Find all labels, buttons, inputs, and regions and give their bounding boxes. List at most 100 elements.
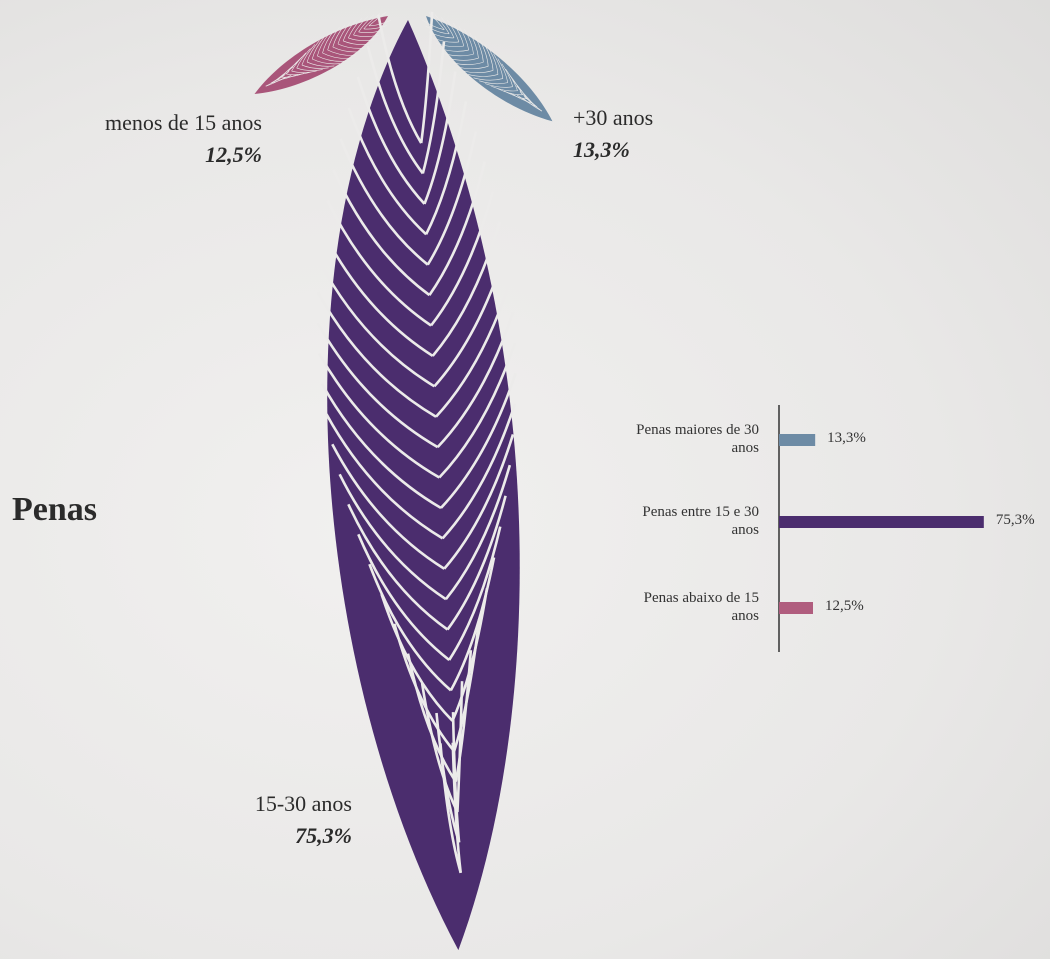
leaf-vein bbox=[380, 593, 454, 722]
leaf-value-label: 75,3% bbox=[295, 823, 352, 848]
leaf-vein bbox=[316, 322, 439, 449]
leaf-vein bbox=[317, 55, 346, 62]
leaf-vein bbox=[430, 191, 495, 327]
leaf-value-label: 13,3% bbox=[573, 137, 630, 162]
leaf-vein bbox=[363, 25, 387, 30]
leaf-vein bbox=[356, 76, 426, 205]
leaf-vein bbox=[441, 403, 517, 540]
leaf-vein bbox=[479, 80, 508, 85]
leaf-vein bbox=[316, 291, 437, 418]
leaf-vein bbox=[348, 17, 363, 39]
leaf-vein bbox=[454, 650, 473, 782]
leaf-vein bbox=[435, 281, 512, 418]
leaf-vein bbox=[431, 221, 501, 357]
leaf-shape bbox=[254, 16, 388, 95]
leaf-vein bbox=[276, 73, 298, 81]
leaf-vein bbox=[467, 74, 499, 77]
leaf-vein bbox=[420, 683, 459, 813]
bar-category: Penas entre 15 e 30 anos bbox=[642, 504, 759, 538]
leaf-vein bbox=[473, 77, 503, 81]
bar-value-label: 12,5% bbox=[825, 598, 864, 614]
leaf-vein bbox=[469, 32, 479, 59]
leaf-vein bbox=[348, 37, 375, 41]
leaf-vein bbox=[421, 41, 446, 174]
leaf-vein bbox=[353, 34, 379, 37]
leaf-vein bbox=[347, 503, 449, 631]
leaf-vein bbox=[484, 44, 494, 71]
leaf-vein bbox=[444, 464, 512, 600]
leaf-vein bbox=[488, 48, 499, 75]
leaf-vein bbox=[464, 29, 474, 55]
leaf-vein bbox=[353, 16, 368, 36]
leaf-vein bbox=[301, 44, 316, 66]
leaf-vein bbox=[432, 37, 459, 43]
leaf-vein bbox=[332, 24, 346, 48]
leaf-vein bbox=[337, 43, 366, 49]
leaf-vein bbox=[422, 19, 445, 31]
leaf-vein bbox=[451, 742, 463, 873]
leaf-vein bbox=[419, 11, 434, 144]
leaf-vein bbox=[339, 138, 429, 266]
chart-title: Penas bbox=[12, 491, 97, 528]
leaf-vein bbox=[368, 563, 452, 692]
leaf-vein bbox=[312, 58, 341, 65]
leaf-vein bbox=[451, 588, 489, 722]
leaf-vein bbox=[322, 30, 335, 54]
leaf-vein bbox=[366, 45, 424, 175]
leaf-vein bbox=[493, 53, 504, 79]
leaf-vein bbox=[325, 413, 444, 540]
leaf-vein bbox=[265, 75, 285, 87]
leaf-vein bbox=[448, 57, 479, 61]
leaf-vein bbox=[423, 71, 457, 205]
leaf bbox=[316, 11, 520, 951]
leaf-vein bbox=[425, 25, 450, 35]
leaf-vein bbox=[497, 58, 509, 83]
leaf-value-label: 12,5% bbox=[205, 142, 262, 167]
leaf-vein bbox=[462, 70, 494, 74]
leaf-vein bbox=[321, 230, 434, 358]
leaf-vein bbox=[440, 17, 455, 38]
leaf-vein bbox=[434, 14, 450, 34]
leaf-vein bbox=[449, 557, 496, 692]
leaf-vein bbox=[327, 27, 340, 51]
leaf-category: +30 anos bbox=[573, 105, 653, 130]
leaf-vein bbox=[322, 52, 351, 59]
leaf-vein bbox=[446, 19, 460, 43]
leaf-vein bbox=[446, 495, 507, 631]
leaf-vein bbox=[428, 161, 487, 296]
leaf-vein bbox=[377, 14, 423, 144]
leaf-vein bbox=[426, 131, 478, 266]
leaf-vein bbox=[433, 251, 507, 388]
leaf-vein bbox=[311, 36, 325, 60]
leaf-vein bbox=[510, 92, 533, 104]
leaf-vein bbox=[474, 36, 484, 63]
leaf-vein bbox=[448, 526, 502, 661]
leaf-category: menos de 15 anos bbox=[105, 110, 262, 135]
leaf-vein bbox=[443, 53, 474, 57]
leaf-vein bbox=[306, 40, 320, 63]
leaf-vein bbox=[452, 22, 465, 47]
leaf-vein bbox=[338, 473, 447, 601]
leaf-vein bbox=[317, 33, 330, 57]
leaf-vein bbox=[452, 61, 484, 65]
leaf-vein bbox=[296, 67, 323, 71]
leaf-vein bbox=[306, 61, 335, 67]
bar-value-label: 13,3% bbox=[827, 430, 866, 446]
bar-value-label: 75,3% bbox=[995, 512, 1035, 528]
leaf-vein bbox=[439, 743, 462, 874]
leaf-vein bbox=[436, 42, 464, 48]
leaf-vein bbox=[440, 372, 517, 509]
leaf bbox=[422, 12, 553, 122]
leaf-vein bbox=[368, 11, 387, 27]
leaf-vein bbox=[332, 46, 361, 53]
leaf-vein bbox=[368, 20, 391, 27]
leaf-vein bbox=[318, 261, 436, 388]
leaf-vein bbox=[291, 70, 317, 73]
bar bbox=[779, 516, 984, 528]
leaf-vein bbox=[327, 49, 356, 56]
leaf-vein bbox=[428, 12, 445, 30]
leaf-category: 15-30 anos bbox=[255, 791, 352, 816]
leaf-vein bbox=[357, 533, 450, 662]
leaf-vein bbox=[320, 383, 442, 510]
